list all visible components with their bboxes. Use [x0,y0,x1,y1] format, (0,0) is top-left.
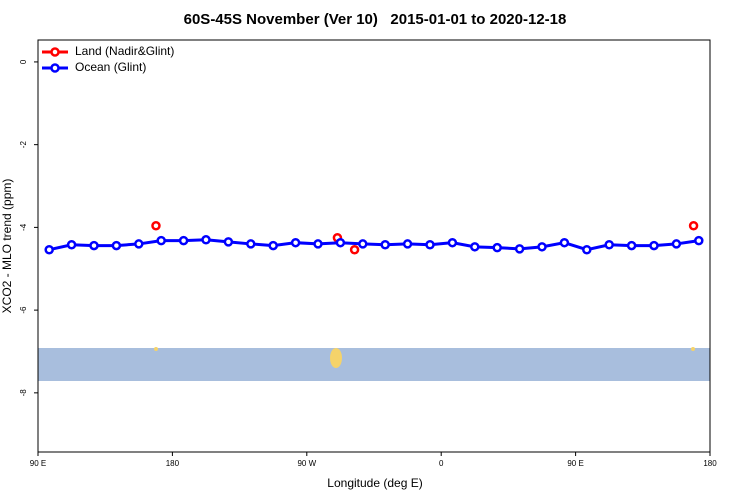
point [134,239,144,249]
point [349,244,360,255]
plot-frame [37,39,711,453]
point [380,240,390,250]
point [559,237,570,248]
point [156,235,166,246]
y-tick-label: -4 [19,223,28,231]
legend-marker [50,47,60,57]
point [688,220,699,231]
legend-label: Ocean (Glint) [75,60,146,74]
y-tick-label: -8 [19,389,28,397]
point [671,239,682,249]
point [649,240,659,251]
x-axis-label: Longitude (deg E) [327,476,422,490]
point [44,244,54,255]
x-tick-label: 90 E [30,459,46,468]
y-tick-label: -6 [19,306,28,314]
point [201,235,211,245]
point [358,239,368,249]
point [582,244,592,255]
point [290,237,301,248]
point [66,240,77,250]
legend-marker [50,63,60,73]
x-tick-label: 90 W [297,459,316,468]
y-axis-label: XCO2 - MLO trend (ppm) [0,179,14,314]
y-tick-label: 0 [19,59,28,64]
map-land [330,348,342,368]
x-tick-label: 180 [703,459,717,468]
map-land [691,347,695,351]
point [447,237,458,248]
legend-label: Land (Nadir&Glint) [75,44,174,58]
point [223,237,234,247]
point [626,240,637,251]
series-line [48,238,700,252]
x-tick-label: 90 E [567,459,583,468]
point [111,240,122,251]
point [470,242,480,252]
point [514,244,525,254]
chart-title: 60S-45S November (Ver 10) 2015-01-01 to … [184,11,567,28]
point [425,240,435,250]
point [402,239,413,249]
map-strip [38,348,710,381]
point [313,239,323,249]
point [537,242,547,252]
x-tick-label: 0 [439,459,444,468]
y-tick-label: -2 [19,141,28,149]
map-land [154,347,158,351]
point [335,237,346,248]
point [268,240,278,251]
x-tick-label: 180 [166,459,180,468]
point [246,239,256,249]
point [604,240,614,250]
point [151,220,161,231]
point [694,235,704,246]
point [492,242,502,253]
point [89,240,99,251]
point [178,235,189,246]
